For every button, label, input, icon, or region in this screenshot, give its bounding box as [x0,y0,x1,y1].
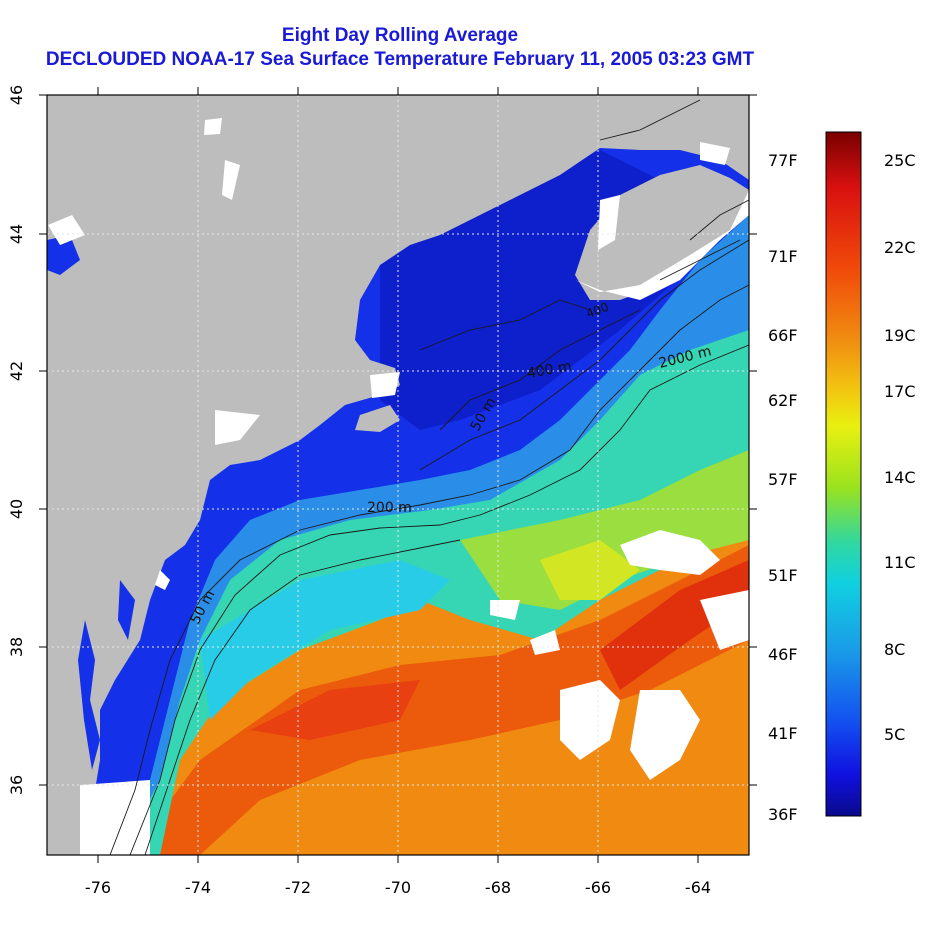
contour-label-400m: 400 m [526,358,573,382]
f-label-46: 46F [768,645,798,664]
contour-label-200m: 200 m [367,500,412,516]
chesapeake-bay [78,620,100,770]
f-label-71: 71F [768,247,798,266]
lat-label-44: 44 [7,224,26,244]
c-label-14: 14C [884,468,916,487]
f-label-62: 62F [768,391,798,410]
lon-label-68: -68 [485,878,511,897]
gulf-stream-core [130,545,749,855]
colorbar-celsius-labels: 25C 22C 19C 17C 14C 11C 8C 5C [884,151,916,744]
c-label-19: 19C [884,326,916,345]
f-label-66: 66F [768,326,798,345]
graticule [47,95,749,855]
lat-tick-marks [39,94,757,786]
c-label-25: 25C [884,151,916,170]
lon-label-64: -64 [685,878,711,897]
f-label-77: 77F [768,151,798,170]
lat-label-42: 42 [7,361,26,381]
map-title-line2: DECLOUDED NOAA-17 Sea Surface Temperatur… [45,49,755,70]
lat-label-38: 38 [7,637,26,657]
lon-label-66: -66 [585,878,611,897]
c-label-8: 8C [884,640,905,659]
lon-label-70: -70 [385,878,411,897]
c-label-22: 22C [884,238,916,257]
c-label-5: 5C [884,725,905,744]
f-label-41: 41F [768,724,798,743]
lat-label-46: 46 [7,85,26,105]
lat-label-40: 40 [7,499,26,519]
lat-label-36: 36 [7,775,26,795]
map-title-line1: Eight Day Rolling Average [281,25,519,46]
colorbar-fahrenheit-labels: 77F 71F 66F 62F 57F 51F 46F 41F 36F [768,151,798,824]
temperature-colorbar [825,131,862,817]
c-label-17: 17C [884,382,916,401]
land-mass [47,95,749,855]
f-label-57: 57F [768,470,798,489]
c-label-11: 11C [884,553,916,572]
cloud-patches [48,118,749,855]
f-label-51: 51F [768,566,798,585]
lon-label-76: -76 [85,878,111,897]
f-label-36: 36F [768,805,798,824]
lon-tick-marks [97,87,699,863]
lon-label-72: -72 [285,878,311,897]
bathymetry-contours [109,99,749,855]
lon-label-74: -74 [185,878,211,897]
